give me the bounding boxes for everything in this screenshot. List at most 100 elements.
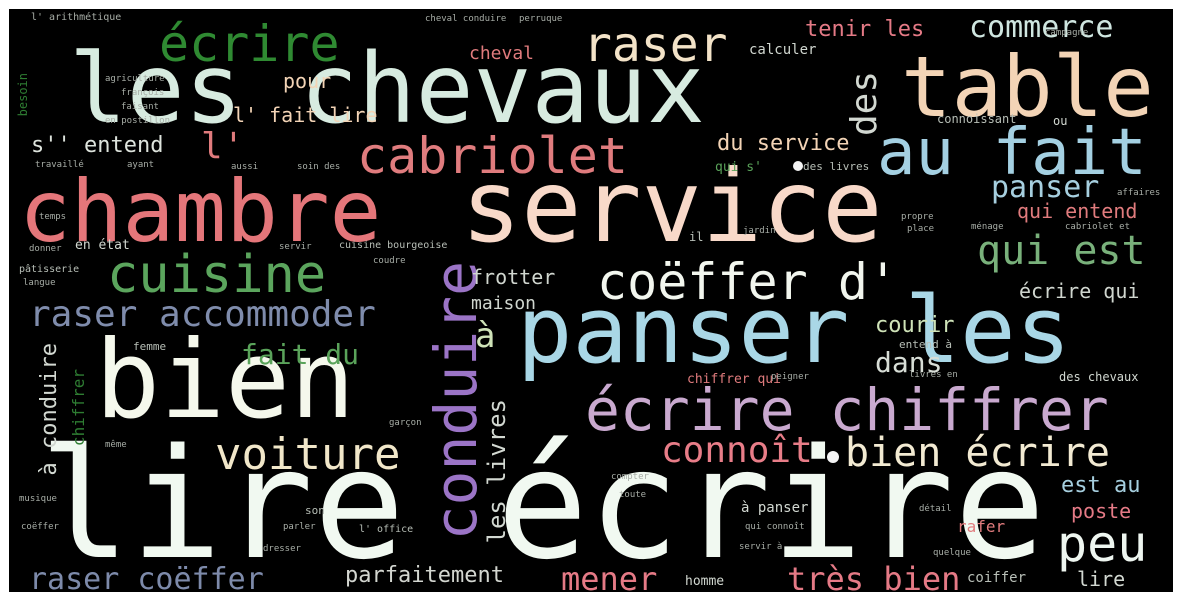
word-langue: langue — [23, 278, 56, 288]
word-cuisine: cuisine — [107, 245, 327, 305]
word-raser-accommoder: raser accommoder — [29, 294, 376, 335]
word-jardin: jardin — [743, 226, 776, 236]
word-coudre: coudre — [373, 256, 406, 266]
word-rafer: rafer — [957, 517, 1006, 536]
word-femme: femme — [133, 340, 167, 353]
word-campagne: campagne — [1045, 28, 1089, 38]
word-meme: même — [105, 440, 127, 450]
word-donner: donner — [29, 244, 62, 254]
word-peigner: peigner — [771, 372, 809, 382]
word-des-chevaux: des chevaux — [1059, 370, 1139, 384]
word-cheval-conduire: cheval conduire — [425, 14, 507, 24]
word-cheval: cheval — [469, 43, 535, 64]
word-tres-bien: très bien — [787, 560, 961, 592]
word-maison: maison — [471, 293, 537, 314]
word-qui-entend: qui entend — [1017, 199, 1138, 223]
word-soin-des: soin des — [297, 162, 341, 172]
word-parfaitement: parfaitement — [345, 563, 504, 588]
word-des-livres: des livres — [803, 160, 870, 173]
word-qui-connoit: qui connoît — [745, 522, 805, 532]
word-chambre: chambre — [19, 162, 382, 262]
word-faisant: faisant — [121, 102, 159, 112]
word-connoit: connoît — [661, 430, 813, 471]
word-dresser: dresser — [263, 544, 301, 554]
word-l-office: l' office — [359, 524, 414, 535]
word-service: service — [461, 148, 883, 265]
word-bien-ecrire: bien écrire — [845, 430, 1110, 476]
word-raser-top: raser — [583, 17, 728, 73]
word-place: place — [907, 224, 935, 234]
word-patisserie: pâtisserie — [19, 264, 80, 275]
word-ou: ou — [1053, 114, 1068, 128]
word-servir: servir — [279, 242, 312, 252]
word-dans: dans — [875, 346, 943, 379]
word-coeffer-small: coëffer — [21, 522, 59, 532]
word-peu: peu — [1057, 515, 1148, 573]
word-francais: françois — [121, 88, 165, 98]
word-qui-s: qui s' — [715, 160, 762, 175]
word-lire-small: lire — [1077, 567, 1126, 591]
word-entend-a: entend à — [899, 338, 952, 351]
word-pour: pour — [283, 69, 332, 93]
word-musique: musique — [19, 494, 57, 504]
word-a-conduire: à conduire — [37, 343, 62, 476]
word-qui-est: qui est — [977, 228, 1146, 274]
word-propre: propre — [901, 212, 934, 222]
word-l: l' — [201, 126, 245, 167]
word-temps: temps — [39, 212, 67, 222]
word-panser-les: panser les — [517, 277, 1071, 384]
word-ecrire-qui: écrire qui — [1019, 279, 1140, 303]
word-livres-en: livres en — [909, 370, 958, 380]
dot-marker — [827, 451, 839, 463]
word-bien: bien — [95, 318, 356, 443]
word-detail: détail — [919, 504, 952, 514]
word-garcon: garçon — [389, 418, 422, 428]
word-l-arithmetique: l' arithmétique — [31, 12, 122, 23]
word-l-fait-lire: l' fait lire — [233, 103, 378, 127]
word-toute: toute — [619, 490, 647, 500]
word-compter: compter — [611, 472, 649, 482]
word-cuisine-bourgeoise: cuisine bourgeoise — [339, 240, 448, 251]
word-panser: panser — [991, 170, 1100, 205]
word-des: des — [844, 71, 885, 137]
word-il: il — [689, 230, 704, 244]
word-perruque: perruque — [519, 14, 563, 24]
word-au-fait: au fait — [877, 116, 1147, 190]
word-lire-ecrire: lire écrire — [39, 416, 1046, 592]
word-est-au: est au — [1061, 473, 1141, 498]
word-les-chevaux: les chevaux — [69, 33, 705, 145]
word-son: son — [305, 504, 325, 517]
word-chiffrer: chiffrer — [69, 369, 88, 447]
word-frotter: frotter — [471, 265, 556, 289]
word-besoin: besoin — [16, 73, 30, 117]
word-commerce: commerce — [969, 10, 1114, 45]
word-courir: courir — [875, 313, 955, 338]
word-a: à — [475, 316, 496, 356]
word-aussi: aussi — [231, 162, 259, 172]
word-les-livres: les livres — [483, 399, 511, 544]
word-coeffer-d: coëffer d' — [597, 253, 899, 311]
word-chiffrer-qui: chiffrer qui — [687, 372, 781, 387]
word-cloud-canvas: lire écrire bien service chambre les che… — [9, 9, 1173, 592]
word-poste: poste — [1071, 499, 1132, 523]
word-agriculture: agriculture — [105, 74, 165, 84]
word-affaires: affaires — [1117, 188, 1161, 198]
word-s-entend: s'' entend — [31, 133, 164, 158]
word-a-panser: à panser — [741, 500, 809, 516]
word-table: table — [901, 38, 1154, 136]
word-servir-a: servir à — [739, 542, 783, 552]
dot-marker — [793, 161, 803, 171]
word-voiture: voiture — [215, 429, 401, 480]
word-tenir-les: tenir les — [805, 17, 925, 42]
word-mener: mener — [561, 560, 658, 592]
word-homme: homme — [685, 574, 725, 589]
word-ecrire-chiffrer: écrire chiffrer — [585, 376, 1109, 444]
word-cabriolet: cabriolet — [357, 127, 628, 185]
word-quelque: quelque — [933, 548, 971, 558]
word-raser-coeffer: raser coëffer — [29, 562, 264, 593]
word-du-service: du service — [717, 131, 850, 156]
word-cabriolet-small: cabriolet et — [1065, 222, 1131, 232]
word-travaille: travaillé — [35, 160, 84, 170]
word-ayant: ayant — [127, 160, 155, 170]
word-en-etat: en état — [75, 238, 130, 253]
